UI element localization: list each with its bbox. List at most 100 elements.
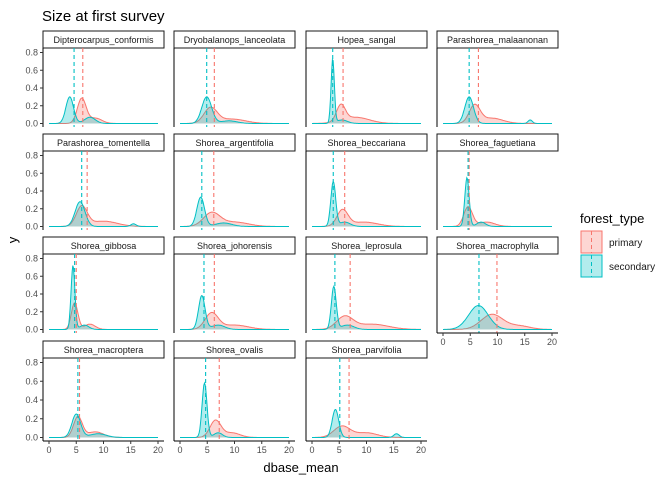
facet-label: Dryobalanops_lanceolata [184,35,286,45]
legend: forest_type primary secondary [580,211,655,278]
facet-panel: Shorea_argentifolia [173,133,296,230]
facet-panel: Parashorea_tomentella 0.0 0.2 0.4 0.6 0.8 [25,133,165,232]
y-tick-label: 0.2 [25,307,38,317]
secondary-density-line [49,413,158,438]
primary-density-fill [49,416,158,438]
facet-strip [42,133,165,152]
x-tick-label: 10 [229,445,239,455]
facet-label: Dipterocarpus_conformis [53,35,154,45]
x-tick-label: 20 [284,445,294,455]
facet-label: Shorea_faguetiana [459,138,535,148]
facet-strip [173,133,296,152]
x-tick-label: 15 [389,445,399,455]
legend-item: primary [580,230,642,254]
y-tick-label: 0.8 [25,254,38,264]
secondary-density-fill [49,265,158,330]
primary-density-fill [443,314,552,330]
y-tick-label: 0.4 [25,83,38,93]
y-tick-label: 0.6 [25,65,38,75]
facet-panel: Dryobalanops_lanceolata [173,30,296,127]
y-tick-label: 0.8 [25,358,38,368]
facet-strip [436,133,559,152]
legend-item: secondary [580,254,655,278]
facet-strip [42,340,165,359]
primary-density-fill [443,104,552,124]
facet-panel: Shorea_macroptera 0.0 0.2 0.4 0.6 0.8 0 5 10 15 20 [25,340,165,455]
y-tick-label: 0.6 [25,168,38,178]
primary-density-fill [49,302,158,330]
y-tick-label: 0.4 [25,186,38,196]
x-tick-label: 20 [416,445,426,455]
secondary-density-line [312,180,421,227]
secondary-density-line [312,285,421,330]
primary-density-fill [49,205,158,227]
facet-label: Shorea_gibbosa [71,241,137,251]
secondary-density-fill [180,295,289,330]
y-tick-label: 0.0 [25,119,38,129]
x-tick-label: 5 [205,445,210,455]
y-tick-label: 0.4 [25,395,38,405]
facet-panel: Hopea_sangal [305,30,428,127]
y-tick-label: 0.8 [25,151,38,161]
facet-panels: Dipterocarpus_conformis 0.0 0.2 0.4 0.6 0.8 Dr… [25,30,559,455]
x-tick-label: 15 [257,445,267,455]
secondary-density-fill [180,96,289,124]
x-tick-label: 0 [46,445,51,455]
facet-panel: Shorea_ovalis 0 5 10 15 20 [173,340,296,455]
y-tick-label: 0.2 [25,414,38,424]
primary-density-fill [180,420,289,438]
x-tick-label: 5 [337,445,342,455]
secondary-density-fill [443,96,552,124]
facet-panel: Shorea_macrophylla 0 5 10 15 20 [436,236,559,347]
secondary-density-fill [180,383,289,438]
secondary-density-line [49,265,158,330]
secondary-density-line [443,176,552,227]
facet-panel: Dipterocarpus_conformis 0.0 0.2 0.4 0.6 0.8 [25,30,165,129]
secondary-density-line [180,96,289,124]
facet-strip [173,30,296,49]
secondary-density-fill [312,59,421,124]
primary-density-fill [312,104,421,124]
facet-label: Shorea_johorensis [197,241,273,251]
y-tick-label: 0.0 [25,222,38,232]
secondary-density-fill [443,177,552,227]
y-tick-label: 0.0 [25,325,38,335]
primary-density-line [49,302,158,330]
x-tick-label: 5 [468,337,473,347]
secondary-density-fill [49,96,158,124]
facet-label: Shorea_ovalis [206,345,264,355]
y-tick-label: 0.2 [25,204,38,214]
y-tick-label: 0.6 [25,376,38,386]
x-axis-label: dbase_mean [263,460,338,475]
primary-density-line [443,103,552,124]
x-tick-label: 10 [492,337,502,347]
facet-panel: Shorea_johorensis [173,236,296,333]
y-axis-label: y [5,236,20,243]
y-tick-label: 0.6 [25,271,38,281]
y-tick-label: 0.8 [25,48,38,58]
facet-label: Shorea_argentifolia [195,138,273,148]
x-tick-label: 20 [547,337,557,347]
primary-density-line [443,313,552,330]
secondary-density-fill [443,305,552,330]
facet-strip [173,340,296,359]
legend-label: secondary [609,262,655,273]
secondary-density-line [180,381,289,438]
primary-density-line [443,206,552,227]
facet-label: Shorea_parvifolia [331,345,401,355]
facet-strip [305,133,428,152]
x-tick-label: 5 [74,445,79,455]
legend-title: forest_type [580,211,644,226]
facet-label: Parashorea_malaanonan [447,35,548,45]
facet-label: Shorea_leprosula [331,241,402,251]
x-tick-label: 0 [309,445,314,455]
secondary-density-fill [49,201,158,227]
facet-panel: Shorea_beccariana [305,133,428,230]
facet-strip [42,236,165,255]
x-tick-label: 15 [126,445,136,455]
facet-strip [305,30,428,49]
facet-label: Shorea_macrophylla [456,241,539,251]
x-tick-label: 10 [98,445,108,455]
facet-strip [42,30,165,49]
